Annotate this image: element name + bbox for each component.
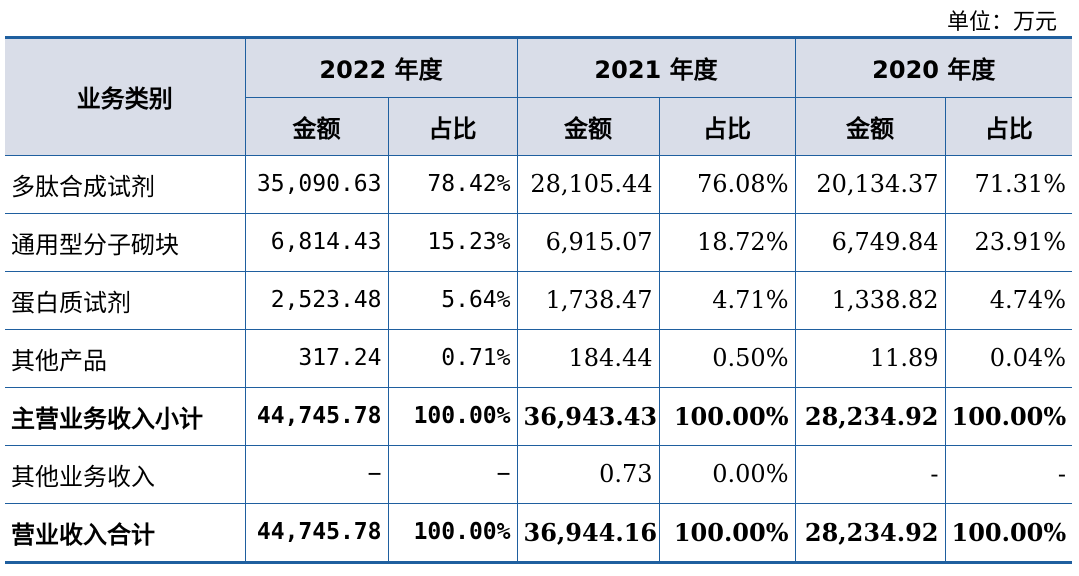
header-ratio-2022: 占比: [387, 96, 518, 156]
cell-2022-amount: 317.24: [244, 328, 389, 388]
cell-2022-amount: 44,745.78: [244, 386, 389, 446]
cell-2022-ratio: −: [387, 444, 518, 504]
cell-2020-amount: 11.89: [794, 328, 946, 388]
total-row: 营业收入合计 44,745.78 100.00% 36,944.16 100.0…: [5, 502, 1072, 561]
cell-2022-ratio: 5.64%: [387, 270, 518, 330]
table-bottom-rule: [5, 561, 1072, 564]
row-category: 通用型分子砌块: [5, 212, 246, 272]
unit-label: 单位：万元: [946, 10, 1057, 35]
header-amount-2020: 金额: [794, 96, 946, 156]
table-row: 其他业务收入 − − 0.73 0.00% - -: [5, 444, 1072, 504]
cell-2021-amount: 36,944.16: [516, 502, 660, 561]
cell-2021-amount: 28,105.44: [516, 154, 660, 214]
cell-2022-amount: 6,814.43: [244, 212, 389, 272]
cell-2021-amount: 184.44: [516, 328, 660, 388]
cell-2020-ratio: 23.91%: [944, 212, 1072, 272]
header-year-2020: 2020 年度: [794, 39, 1072, 98]
cell-2020-amount: 6,749.84: [794, 212, 946, 272]
cell-2021-amount: 0.73: [516, 444, 660, 504]
cell-2021-ratio: 76.08%: [658, 154, 796, 214]
cell-2021-amount: 36,943.43: [516, 386, 660, 446]
cell-2020-amount: 28,234.92: [794, 386, 946, 446]
revenue-table: 业务类别 2022 年度 2021 年度 2020 年度 金额 占比 金额 占比…: [5, 39, 1072, 561]
cell-2021-ratio: 4.71%: [658, 270, 796, 330]
cell-2021-ratio: 100.00%: [658, 502, 796, 561]
cell-2022-ratio: 100.00%: [387, 386, 518, 446]
table-row: 多肽合成试剂 35,090.63 78.42% 28,105.44 76.08%…: [5, 154, 1072, 214]
header-category: 业务类别: [5, 39, 246, 156]
cell-2022-ratio: 0.71%: [387, 328, 518, 388]
cell-2022-ratio: 15.23%: [387, 212, 518, 272]
cell-2022-ratio: 100.00%: [387, 502, 518, 561]
cell-2020-ratio: 100.00%: [944, 502, 1072, 561]
header-ratio-2021: 占比: [658, 96, 796, 156]
cell-2022-amount: 2,523.48: [244, 270, 389, 330]
cell-2021-amount: 6,915.07: [516, 212, 660, 272]
row-category: 其他业务收入: [5, 444, 246, 504]
cell-2022-amount: −: [244, 444, 389, 504]
cell-2021-ratio: 0.00%: [658, 444, 796, 504]
header-amount-2022: 金额: [245, 96, 389, 156]
cell-2020-ratio: 0.04%: [944, 328, 1072, 388]
cell-2022-amount: 35,090.63: [244, 154, 389, 214]
cell-2020-ratio: -: [944, 444, 1072, 504]
cell-2022-ratio: 78.42%: [387, 154, 518, 214]
cell-2021-ratio: 100.00%: [658, 386, 796, 446]
row-category: 主营业务收入小计: [5, 386, 246, 446]
cell-2021-amount: 1,738.47: [516, 270, 660, 330]
header-amount-2021: 金额: [516, 96, 660, 156]
cell-2020-ratio: 4.74%: [944, 270, 1072, 330]
header-year-2021: 2021 年度: [516, 39, 796, 98]
cell-2020-ratio: 71.31%: [944, 154, 1072, 214]
cell-2022-amount: 44,745.78: [244, 502, 389, 561]
table-row: 通用型分子砌块 6,814.43 15.23% 6,915.07 18.72% …: [5, 212, 1072, 272]
subtotal-row: 主营业务收入小计 44,745.78 100.00% 36,943.43 100…: [5, 386, 1072, 446]
cell-2020-amount: -: [794, 444, 946, 504]
row-category: 其他产品: [5, 328, 246, 388]
cell-2020-ratio: 100.00%: [944, 386, 1072, 446]
cell-2020-amount: 1,338.82: [794, 270, 946, 330]
row-category: 多肽合成试剂: [5, 154, 246, 214]
row-category: 营业收入合计: [5, 502, 246, 561]
header-year-2022: 2022 年度: [244, 39, 518, 98]
cell-2020-amount: 20,134.37: [794, 154, 946, 214]
table-top-rule: [5, 36, 1072, 39]
cell-2021-ratio: 18.72%: [658, 212, 796, 272]
cell-2021-ratio: 0.50%: [658, 328, 796, 388]
table-row: 其他产品 317.24 0.71% 184.44 0.50% 11.89 0.0…: [5, 328, 1072, 388]
row-category: 蛋白质试剂: [5, 270, 246, 330]
table-row: 蛋白质试剂 2,523.48 5.64% 1,738.47 4.71% 1,33…: [5, 270, 1072, 330]
revenue-table-wrapper: 业务类别 2022 年度 2021 年度 2020 年度 金额 占比 金额 占比…: [5, 36, 1072, 564]
cell-2020-amount: 28,234.92: [794, 502, 946, 561]
header-ratio-2020: 占比: [944, 96, 1072, 156]
